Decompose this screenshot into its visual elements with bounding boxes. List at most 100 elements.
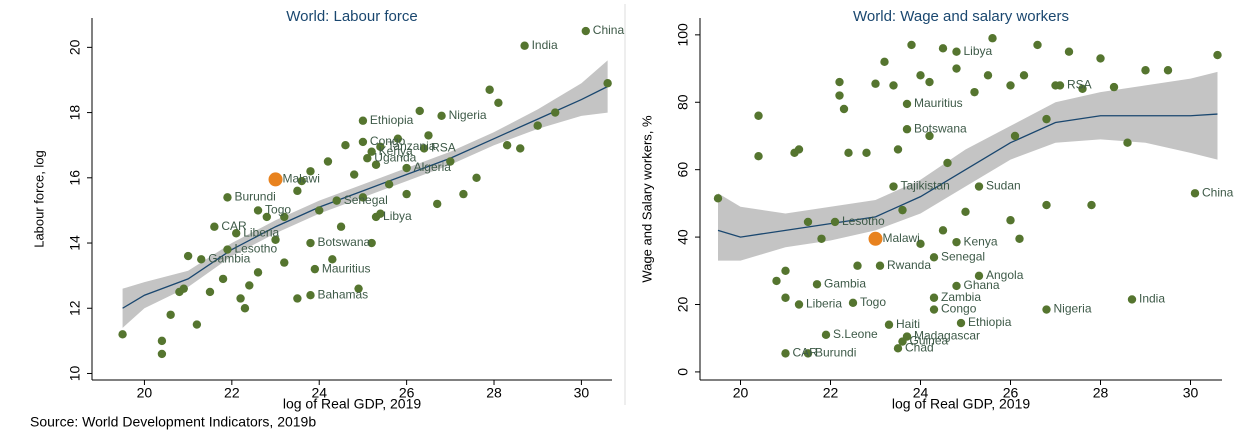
y-tick-label: 20 (67, 39, 83, 55)
data-point (1051, 81, 1060, 90)
data-point (415, 106, 424, 116)
data-point (929, 305, 939, 314)
data-point (1141, 66, 1150, 75)
x-tick-label: 22 (823, 385, 839, 401)
data-point (306, 291, 315, 300)
point-label: RSA (1067, 78, 1092, 92)
data-point (889, 81, 898, 90)
data-point (794, 145, 804, 154)
point-label: Madagascar (914, 329, 980, 343)
y-tick-label: 14 (67, 235, 83, 251)
data-point (603, 79, 612, 88)
data-point (925, 77, 934, 87)
data-point (446, 157, 455, 166)
data-point (848, 298, 858, 308)
data-point (868, 231, 883, 246)
point-label: Lesotho (234, 242, 277, 256)
fit-line (122, 85, 608, 309)
data-point (358, 137, 368, 147)
data-point (853, 261, 862, 270)
data-point (871, 79, 880, 88)
data-point (433, 199, 442, 209)
point-label: Tanzania (387, 139, 435, 153)
data-point (961, 207, 970, 217)
point-label: Algeria (414, 160, 452, 174)
point-label: Ethiopia (968, 315, 1012, 329)
point-label: China (1202, 185, 1234, 199)
data-point (754, 151, 763, 161)
point-label: RSA (431, 141, 456, 155)
data-point (884, 320, 894, 329)
data-point (262, 212, 271, 222)
point-label: China (593, 23, 625, 37)
y-tick-label: 40 (675, 229, 691, 245)
chart-title: World: Labour force (286, 8, 417, 25)
x-tick-label: 24 (311, 385, 327, 401)
point-label: Mauritius (914, 96, 963, 110)
y-axis-title: Labour force, log (31, 150, 46, 248)
y-tick-label: 10 (67, 365, 83, 381)
data-point (485, 85, 494, 94)
data-point (952, 237, 961, 247)
data-point (929, 253, 939, 262)
y-tick-label: 100 (675, 23, 691, 47)
point-label: Sudan (986, 179, 1021, 193)
point-label: Congo (370, 134, 406, 148)
data-point (1190, 189, 1200, 198)
data-point (354, 284, 363, 293)
data-point (844, 148, 853, 158)
x-tick-label: 28 (1093, 385, 1109, 401)
point-label: Gambia (824, 276, 866, 290)
data-point (952, 64, 961, 73)
data-point (1109, 82, 1119, 92)
data-point (341, 140, 350, 150)
data-point (781, 349, 790, 358)
point-label: Tajikistan (901, 179, 950, 193)
data-point (781, 266, 790, 275)
data-point (516, 144, 525, 153)
chart-panel: World: Labour force log of Real GDP, 2019… (31, 8, 624, 412)
data-point (384, 180, 394, 189)
data-point (952, 281, 961, 291)
data-point (336, 222, 346, 231)
point-label: India (532, 38, 558, 52)
plot-area: China India Nigeria Malawi Libya Mauritius Bot… (713, 34, 1234, 360)
x-tick-label: 30 (1183, 385, 1199, 401)
data-point (393, 134, 403, 143)
y-tick-label: 20 (675, 297, 691, 313)
point-label: Ethiopia (370, 113, 414, 127)
data-point (179, 284, 188, 293)
point-label: Malawi (283, 172, 320, 186)
data-point (1006, 216, 1015, 225)
data-point (306, 167, 315, 176)
y-tick-label: 60 (675, 162, 691, 178)
data-point (835, 77, 844, 87)
point-label: India (1139, 292, 1165, 306)
data-point (268, 172, 283, 187)
data-point (376, 209, 385, 218)
data-point (839, 104, 849, 114)
point-label: Haiti (896, 317, 920, 331)
point-label: Togo (265, 203, 291, 217)
data-point (218, 274, 228, 284)
point-label: Nigeria (449, 108, 487, 122)
data-point (223, 193, 232, 202)
data-point (310, 264, 320, 274)
data-point (1087, 200, 1096, 210)
data-point (898, 337, 907, 346)
data-point (371, 160, 381, 169)
data-point (363, 154, 372, 163)
data-point (974, 182, 984, 191)
data-point (315, 206, 324, 215)
point-label: Guinea (910, 334, 949, 348)
data-point (875, 261, 885, 270)
data-point (210, 222, 219, 231)
data-point (472, 173, 481, 183)
data-point (236, 294, 245, 303)
data-point (893, 344, 903, 353)
data-point (916, 71, 925, 80)
data-point (271, 235, 280, 244)
point-label: Kenya (964, 234, 998, 248)
point-label: S.Leone (833, 327, 878, 341)
